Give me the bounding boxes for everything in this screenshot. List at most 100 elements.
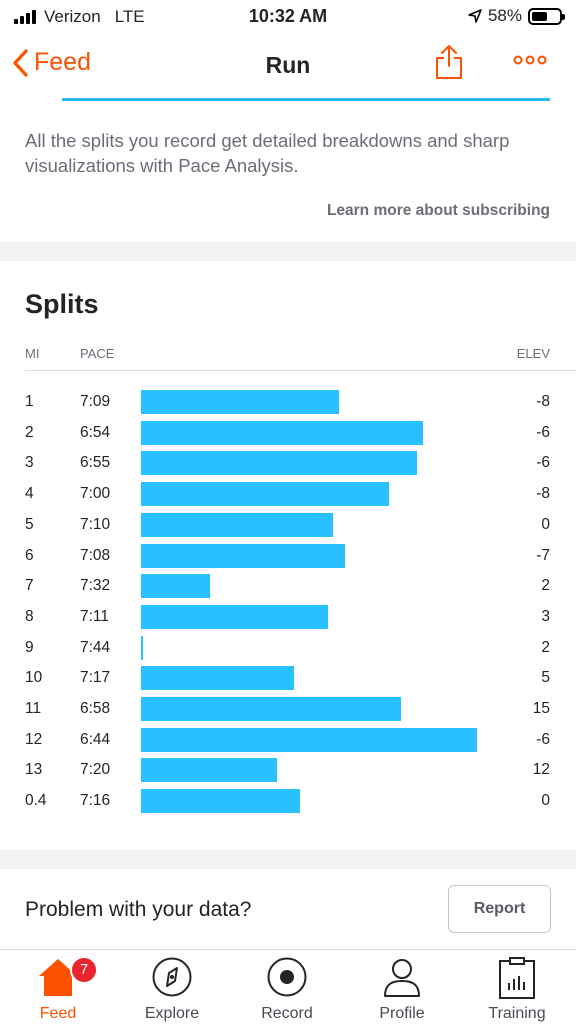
tab-feed[interactable]: 7 Feed <box>8 950 108 1024</box>
tab-profile[interactable]: Profile <box>352 950 452 1024</box>
chevron-left-icon <box>13 48 28 77</box>
splits-section: Splits MI PACE ELEV 1 7:09 -8 2 6:54 -6 3 6:55 -… <box>0 261 576 850</box>
notification-badge: 7 <box>70 956 98 984</box>
pace-bar <box>141 727 477 752</box>
split-pace: 7:20 <box>80 761 111 779</box>
pace-bar <box>141 512 334 537</box>
split-mile: 2 <box>25 423 34 441</box>
split-row: 5 7:10 0 <box>0 510 576 540</box>
split-elevation: -6 <box>536 454 550 472</box>
split-mile: 5 <box>25 515 34 533</box>
promo-chart-preview <box>62 98 550 101</box>
mi-column-header: MI <box>25 346 40 361</box>
tab-record[interactable]: Record <box>237 950 337 1024</box>
split-elevation: 5 <box>541 669 550 687</box>
split-mile: 3 <box>25 454 34 472</box>
split-pace: 6:54 <box>80 423 111 441</box>
split-pace: 7:08 <box>80 546 111 564</box>
learn-more-link[interactable]: Learn more about subscribing <box>326 202 550 219</box>
carrier-label: Verizon <box>44 7 101 26</box>
split-elevation: -6 <box>536 423 550 441</box>
split-mile: 11 <box>25 700 42 717</box>
pace-analysis-promo: All the splits you record get detailed b… <box>0 98 576 242</box>
split-mile: 9 <box>25 638 34 656</box>
split-row: 8 7:11 3 <box>0 602 576 632</box>
split-mile: 8 <box>25 607 34 625</box>
pace-bar <box>141 635 143 660</box>
status-bar: Verizon LTE 10:32 AM 58% <box>0 0 576 34</box>
battery-percent: 58% <box>487 6 522 25</box>
split-row: 10 7:17 5 <box>0 663 576 693</box>
split-elevation: 2 <box>541 577 550 595</box>
tab-training[interactable]: Training <box>467 950 567 1024</box>
clock: 10:32 AM <box>248 6 328 26</box>
split-mile: 0.4 <box>25 792 47 810</box>
split-row: 6 7:08 -7 <box>0 541 576 571</box>
split-mile: 12 <box>25 730 43 748</box>
split-pace: 7:44 <box>80 638 111 656</box>
split-pace: 6:44 <box>80 730 111 748</box>
split-mile: 1 <box>25 393 34 410</box>
back-label: Feed <box>34 48 91 76</box>
tab-bar: 7 Feed Explore Record Profile <box>0 949 576 1024</box>
pace-bar <box>141 758 278 783</box>
split-elevation: 0 <box>541 515 550 533</box>
split-pace: 6:55 <box>80 454 111 472</box>
tab-label: Record <box>261 1005 313 1022</box>
report-button[interactable]: Report <box>448 885 551 933</box>
tab-explore[interactable]: Explore <box>122 950 222 1024</box>
split-elevation: -8 <box>536 485 550 503</box>
split-pace: 7:32 <box>80 577 111 595</box>
split-mile: 7 <box>25 577 34 595</box>
split-row: 0.4 7:16 0 <box>0 786 576 816</box>
data-problem-section: Problem with your data? Report <box>0 869 576 949</box>
split-pace: 7:09 <box>80 393 111 410</box>
pace-bar <box>141 420 423 445</box>
split-row: 11 6:58 15 <box>0 694 576 724</box>
split-pace: 7:16 <box>80 792 111 810</box>
pace-bar <box>141 451 418 476</box>
tab-label: Feed <box>39 1005 77 1022</box>
back-button[interactable]: Feed <box>12 48 91 77</box>
person-icon <box>384 959 420 997</box>
split-mile: 10 <box>25 669 43 687</box>
split-elevation: -6 <box>536 730 550 748</box>
home-icon <box>39 959 77 996</box>
split-row: 3 6:55 -6 <box>0 448 576 478</box>
split-mile: 13 <box>25 761 43 779</box>
split-mile: 4 <box>25 485 34 503</box>
nav-bar: Feed Run <box>0 34 576 98</box>
tab-label: Training <box>488 1005 546 1022</box>
page-title: Run <box>265 52 311 78</box>
clipboard-chart-icon <box>499 957 535 999</box>
split-row: 1 7:09 -8 <box>0 387 576 417</box>
share-icon[interactable] <box>434 44 464 80</box>
problem-question: Problem with your data? <box>25 898 252 921</box>
split-row: 9 7:44 2 <box>0 633 576 663</box>
promo-text: All the splits you record get detailed b… <box>25 130 510 176</box>
elev-column-header: ELEV <box>516 346 550 361</box>
more-options-icon[interactable] <box>512 54 548 66</box>
pace-bar <box>141 604 328 629</box>
split-pace: 7:11 <box>80 607 110 625</box>
split-elevation: 3 <box>541 607 550 625</box>
network-label: LTE <box>114 7 145 26</box>
split-elevation: -7 <box>536 546 550 564</box>
split-row: 7 7:32 2 <box>0 571 576 601</box>
splits-title: Splits <box>25 289 99 319</box>
split-row: 4 7:00 -8 <box>0 479 576 509</box>
pace-bar <box>141 666 295 691</box>
tab-label: Explore <box>144 1005 200 1022</box>
split-pace: 7:17 <box>80 669 111 687</box>
record-icon <box>267 957 307 997</box>
compass-icon <box>152 957 192 997</box>
header-divider <box>25 370 576 371</box>
split-pace: 6:58 <box>80 700 111 717</box>
pace-bar <box>141 482 390 507</box>
split-elevation: 12 <box>532 761 550 779</box>
pace-column-header: PACE <box>80 346 115 361</box>
split-mile: 6 <box>25 546 34 564</box>
split-row: 2 6:54 -6 <box>0 418 576 448</box>
split-row: 13 7:20 12 <box>0 755 576 785</box>
split-elevation: 15 <box>532 700 550 717</box>
